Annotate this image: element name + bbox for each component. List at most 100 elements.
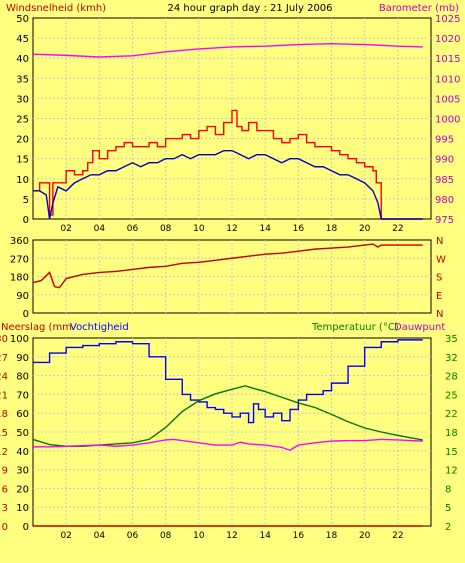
x-tick-label: 10 — [193, 531, 205, 541]
rain-y-tick-label: 21 — [0, 390, 8, 401]
wind-y-tick-label: 20 — [16, 135, 29, 146]
direction-compass-label: N — [436, 309, 443, 320]
x-tick-label: 08 — [160, 531, 172, 541]
chart-title: 24 hour graph day : 21 July 2006 — [167, 3, 332, 14]
rain-y-tick-label: 12 — [0, 447, 8, 458]
direction-y-tick-label: 180 — [10, 273, 29, 284]
wind-y-tick-label: 45 — [16, 34, 29, 45]
rain-y-tick-label: 30 — [0, 334, 8, 345]
humidity-y-tick-label: 50 — [16, 428, 29, 439]
direction-compass-label: S — [436, 273, 442, 284]
barometer-y-tick-label: 980 — [435, 195, 454, 206]
x-tick-label: 22 — [392, 224, 403, 234]
humidity-y-tick-label: 40 — [16, 447, 29, 458]
humidity-y-tick-label: 70 — [16, 390, 29, 401]
x-tick-label: 08 — [160, 224, 172, 234]
dewpoint-series — [33, 438, 423, 452]
x-tick-label: 04 — [94, 224, 106, 234]
wind-direction-series — [32, 243, 423, 289]
x-tick-label: 10 — [193, 224, 205, 234]
wind-y-tick-label: 10 — [16, 175, 29, 186]
direction-compass-label: W — [436, 254, 446, 265]
rain-y-tick-label: 6 — [2, 484, 8, 495]
temperature-y-tick-label: 15 — [445, 447, 458, 458]
humidity-y-tick-label: 80 — [16, 372, 29, 383]
wind-y-tick-label: 35 — [16, 74, 29, 85]
humidity-y-tick-label: 90 — [16, 353, 29, 364]
barometer-y-tick-label: 1010 — [435, 74, 460, 85]
direction-y-tick-label: 270 — [10, 254, 29, 265]
humidity-y-tick-label: 100 — [10, 334, 29, 345]
direction-compass-label: N — [436, 236, 443, 247]
x-tick-label: 02 — [60, 224, 71, 234]
temperature-y-tick-label: 2 — [445, 522, 451, 533]
rain-y-tick-label: 27 — [0, 353, 8, 364]
humidity-y-tick-label: 60 — [16, 409, 29, 420]
x-tick-label: 06 — [127, 224, 139, 234]
temperature-humidity-panel: 0 10 20 30 40 50 60 70 80 90 100 0 3 6 9 12 15 18 21 24 27 30… — [0, 334, 458, 541]
temperature-y-tick-label: 22 — [445, 409, 458, 420]
barometer-y-tick-label: 1005 — [435, 94, 460, 105]
temperature-y-tick-label: 8 — [445, 484, 451, 495]
x-tick-label: 18 — [326, 531, 338, 541]
humidity-axis-title: Vochtigheid — [70, 322, 129, 333]
x-tick-label: 14 — [259, 531, 271, 541]
dewpoint-axis-title: Dauwpunt — [394, 322, 445, 333]
rain-y-tick-label: 24 — [0, 372, 8, 383]
rain-y-tick-label: 15 — [0, 428, 8, 439]
humidity-y-tick-label: 0 — [23, 522, 29, 533]
x-tick-label: 06 — [127, 531, 139, 541]
rain-y-tick-label: 3 — [2, 503, 8, 514]
temperature-axis-title: Temperatuur (°C) — [311, 322, 399, 333]
rain-y-tick-label: 0 — [2, 522, 8, 533]
direction-y-tick-label: 0 — [23, 309, 29, 320]
humidity-y-tick-label: 10 — [16, 503, 29, 514]
direction-y-tick-label: 90 — [16, 291, 29, 302]
temperature-y-tick-label: 5 — [445, 503, 451, 514]
x-tick-label: 22 — [392, 531, 403, 541]
x-tick-label: 18 — [326, 224, 338, 234]
x-tick-label: 20 — [359, 531, 371, 541]
wind-y-tick-label: 30 — [16, 94, 29, 105]
x-tick-label: 16 — [293, 531, 305, 541]
barometer-y-tick-label: 1025 — [435, 14, 460, 25]
wind-y-tick-label: 25 — [16, 115, 29, 126]
humidity-y-tick-label: 30 — [16, 466, 29, 477]
wind-axis-title: Windsnelheid (kmh) — [6, 3, 106, 14]
wind-gust-series — [33, 109, 423, 220]
wind-y-tick-label: 0 — [23, 215, 29, 226]
barometer-y-tick-label: 1000 — [435, 115, 460, 126]
wind-y-tick-label: 5 — [23, 195, 29, 206]
humidity-y-tick-label: 20 — [16, 484, 29, 495]
x-tick-label: 12 — [226, 531, 237, 541]
temperature-y-tick-label: 35 — [445, 334, 458, 345]
x-tick-label: 14 — [259, 224, 271, 234]
rain-axis-title: Neerslag (mm — [1, 322, 72, 333]
barometer-axis-title: Barometer (mb) — [379, 3, 459, 14]
wind-average-series — [33, 149, 423, 220]
rain-y-tick-label: 18 — [0, 409, 8, 420]
humidity-series — [33, 339, 423, 424]
temperature-y-tick-label: 25 — [445, 390, 458, 401]
temperature-y-tick-label: 32 — [445, 353, 458, 364]
wind-y-tick-label: 15 — [16, 155, 29, 166]
wind-y-tick-label: 50 — [16, 14, 29, 25]
direction-compass-label: E — [436, 291, 442, 302]
barometer-y-tick-label: 1015 — [435, 54, 460, 65]
barometer-series — [32, 43, 423, 58]
wind-y-tick-label: 40 — [16, 54, 29, 65]
x-tick-label: 04 — [94, 531, 106, 541]
temperature-y-tick-label: 12 — [445, 466, 458, 477]
barometer-y-tick-label: 975 — [435, 215, 454, 226]
rain-y-tick-label: 9 — [2, 466, 8, 477]
x-tick-label: 12 — [226, 224, 237, 234]
x-tick-label: 16 — [293, 224, 305, 234]
barometer-y-tick-label: 985 — [435, 175, 454, 186]
barometer-y-tick-label: 995 — [435, 135, 454, 146]
barometer-y-tick-label: 1020 — [435, 34, 460, 45]
x-tick-label: 20 — [359, 224, 371, 234]
x-tick-label: 02 — [60, 531, 71, 541]
